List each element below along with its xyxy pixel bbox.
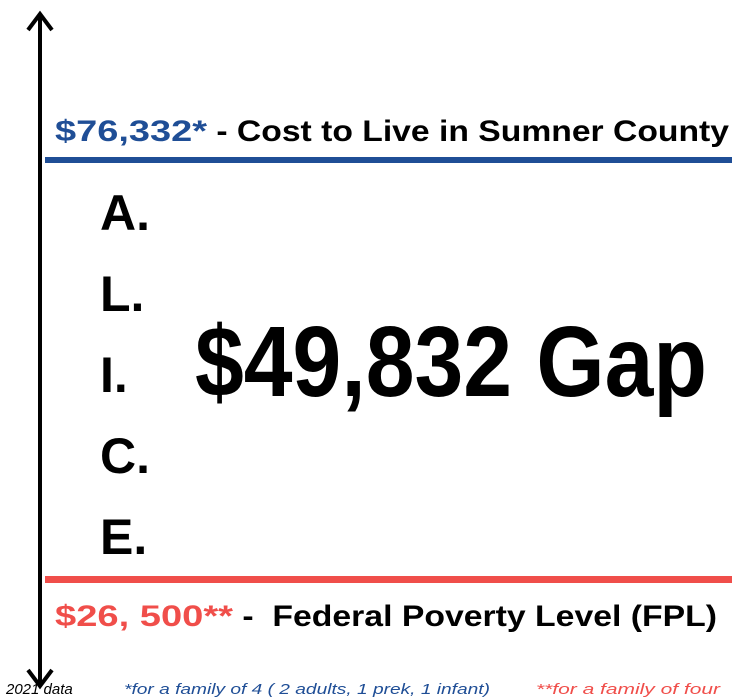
acronym-letter: L. [100, 266, 144, 322]
acronym: A. L. I. C. E. [100, 185, 150, 565]
fpl-amount: $26, 500** [55, 600, 233, 633]
fpl-label: - Federal Poverty Level (FPL) [233, 600, 717, 633]
vertical-arrow [26, 10, 54, 690]
cost-label: - Cost to Live in Sumner County [207, 115, 729, 148]
acronym-letter: I. [100, 347, 128, 403]
acronym-letter: E. [100, 509, 147, 565]
footer-note: **for a family of four [536, 681, 721, 698]
footer-year: 2021 data [5, 681, 73, 698]
acronym-letter: A. [100, 185, 150, 241]
fpl-line [45, 576, 732, 583]
acronym-letter: C. [100, 428, 150, 484]
footer-note: *for a family of 4 ( 2 adults, 1 prek, 1… [124, 681, 490, 698]
cost-amount: $76,332* [55, 115, 207, 148]
cost-line [45, 157, 732, 163]
gap-amount: $49,832 Gap [195, 306, 707, 418]
